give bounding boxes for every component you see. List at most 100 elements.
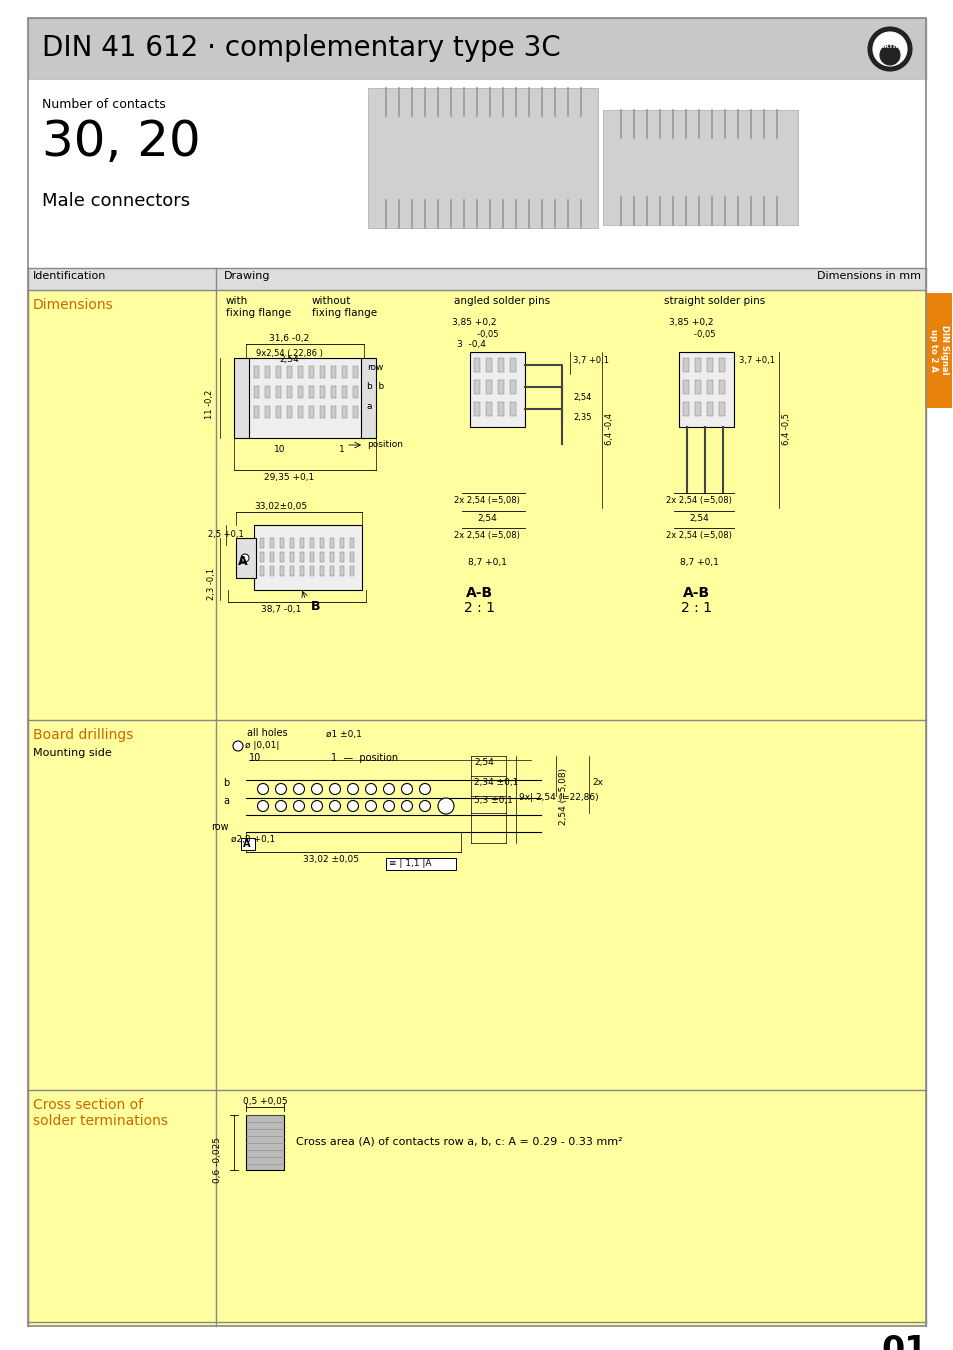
Bar bbox=[309, 386, 314, 398]
Bar bbox=[682, 402, 688, 416]
Text: 3,7 +0,1: 3,7 +0,1 bbox=[739, 356, 774, 365]
Text: 3,7 +0,1: 3,7 +0,1 bbox=[573, 356, 608, 365]
Bar bbox=[341, 366, 347, 378]
Bar bbox=[319, 566, 324, 576]
Bar bbox=[474, 358, 479, 373]
Text: 9x| 2,54 (=22,86): 9x| 2,54 (=22,86) bbox=[518, 792, 598, 802]
Text: position: position bbox=[367, 440, 402, 450]
Bar bbox=[706, 358, 712, 373]
Text: 2 : 1: 2 : 1 bbox=[464, 601, 495, 616]
Bar bbox=[309, 406, 314, 418]
Bar bbox=[485, 379, 492, 394]
Bar bbox=[280, 539, 284, 548]
Text: 2x 2,54 (=5,08): 2x 2,54 (=5,08) bbox=[665, 495, 731, 505]
Bar bbox=[719, 358, 724, 373]
Text: Dimensions: Dimensions bbox=[33, 298, 113, 312]
Circle shape bbox=[401, 801, 412, 811]
Text: 1: 1 bbox=[338, 446, 344, 454]
Bar bbox=[287, 386, 292, 398]
Bar bbox=[270, 552, 274, 562]
Bar bbox=[474, 402, 479, 416]
Text: -0,05: -0,05 bbox=[463, 329, 498, 339]
Bar bbox=[319, 386, 325, 398]
Bar bbox=[233, 358, 249, 437]
Bar bbox=[679, 352, 733, 427]
Text: DIN Signal
up to 2 A: DIN Signal up to 2 A bbox=[928, 325, 947, 375]
Bar bbox=[299, 566, 304, 576]
Circle shape bbox=[294, 801, 304, 811]
Bar bbox=[330, 552, 334, 562]
Text: 2x 2,54 (=5,08): 2x 2,54 (=5,08) bbox=[665, 531, 731, 540]
Text: without
fixing flange: without fixing flange bbox=[312, 296, 376, 317]
Text: 3,85 +0,2: 3,85 +0,2 bbox=[452, 319, 496, 327]
Circle shape bbox=[257, 783, 268, 795]
Text: 29,35 +0,1: 29,35 +0,1 bbox=[264, 472, 314, 482]
Bar bbox=[253, 406, 258, 418]
Bar bbox=[235, 539, 255, 578]
Circle shape bbox=[365, 801, 376, 811]
Bar bbox=[695, 402, 700, 416]
Circle shape bbox=[233, 741, 243, 751]
Circle shape bbox=[401, 783, 412, 795]
Bar bbox=[290, 539, 294, 548]
Text: A-B: A-B bbox=[466, 586, 493, 599]
Text: 8,7 +0,1: 8,7 +0,1 bbox=[679, 558, 718, 567]
Text: A: A bbox=[237, 555, 248, 568]
Bar bbox=[265, 366, 270, 378]
Text: Drawing: Drawing bbox=[224, 271, 271, 281]
Bar bbox=[485, 402, 492, 416]
Bar bbox=[330, 539, 334, 548]
Circle shape bbox=[312, 783, 322, 795]
Bar bbox=[310, 539, 314, 548]
Bar bbox=[706, 402, 712, 416]
Bar bbox=[485, 358, 492, 373]
Text: b  b: b b bbox=[367, 382, 384, 391]
Text: 3,85 +0,2: 3,85 +0,2 bbox=[668, 319, 713, 327]
Bar bbox=[280, 552, 284, 562]
Text: -0,05: -0,05 bbox=[680, 329, 715, 339]
Circle shape bbox=[329, 801, 340, 811]
Bar bbox=[260, 566, 264, 576]
Bar bbox=[360, 358, 375, 437]
Bar bbox=[350, 566, 354, 576]
Bar bbox=[706, 379, 712, 394]
Text: 0,5 +0,05: 0,5 +0,05 bbox=[242, 1098, 287, 1106]
Bar bbox=[28, 80, 925, 269]
Bar bbox=[297, 386, 303, 398]
Text: b: b bbox=[223, 778, 229, 788]
Bar bbox=[682, 379, 688, 394]
Circle shape bbox=[437, 798, 454, 814]
Text: 38,7 -0,1: 38,7 -0,1 bbox=[260, 605, 301, 614]
Text: 01: 01 bbox=[880, 1334, 926, 1350]
Text: 33,02±0,05: 33,02±0,05 bbox=[254, 502, 307, 512]
Text: 2,54 (=5,08): 2,54 (=5,08) bbox=[558, 768, 567, 825]
Circle shape bbox=[241, 554, 249, 562]
Bar bbox=[470, 352, 524, 427]
Bar bbox=[510, 402, 516, 416]
Text: with
fixing flange: with fixing flange bbox=[226, 296, 291, 317]
Bar bbox=[310, 552, 314, 562]
Bar bbox=[474, 379, 479, 394]
Bar bbox=[925, 293, 951, 408]
Text: 2,35: 2,35 bbox=[573, 413, 591, 423]
Circle shape bbox=[419, 801, 430, 811]
Text: 2,5 +0,1: 2,5 +0,1 bbox=[208, 531, 244, 539]
Text: 31,6 -0,2: 31,6 -0,2 bbox=[269, 333, 309, 343]
Bar bbox=[319, 552, 324, 562]
Bar bbox=[297, 366, 303, 378]
Text: DIN 41 612 · complementary type 3C: DIN 41 612 · complementary type 3C bbox=[42, 34, 560, 62]
Circle shape bbox=[312, 801, 322, 811]
Bar bbox=[299, 552, 304, 562]
Text: 2x 2,54 (=5,08): 2x 2,54 (=5,08) bbox=[454, 531, 519, 540]
Bar bbox=[265, 386, 270, 398]
Bar bbox=[353, 406, 357, 418]
Bar bbox=[331, 366, 335, 378]
Text: 2,54: 2,54 bbox=[474, 757, 494, 767]
Text: Cross area (A) of contacts row a, b, c: A = 0.29 - 0.33 mm²: Cross area (A) of contacts row a, b, c: … bbox=[295, 1137, 622, 1148]
Bar bbox=[497, 358, 503, 373]
Circle shape bbox=[383, 783, 395, 795]
Text: ≡ | 1,1 |A: ≡ | 1,1 |A bbox=[389, 859, 431, 868]
Bar bbox=[28, 269, 925, 290]
Bar bbox=[350, 539, 354, 548]
Bar bbox=[339, 566, 344, 576]
